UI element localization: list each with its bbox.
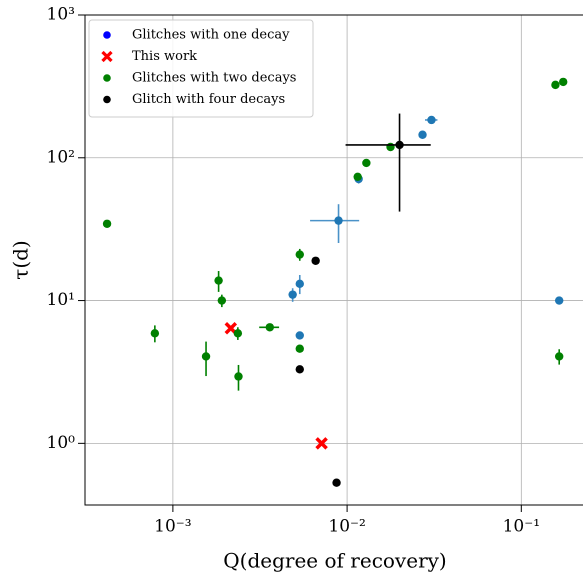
legend-entry: Glitch with four decays	[103, 92, 285, 107]
point	[265, 323, 274, 332]
legend-label: Glitch with four decays	[132, 92, 285, 107]
point	[201, 352, 211, 361]
point	[559, 77, 568, 87]
legend-label: This work	[132, 49, 197, 64]
point	[353, 172, 362, 181]
point	[295, 279, 304, 289]
y-tick-label: 10¹	[47, 290, 75, 310]
point	[288, 290, 297, 299]
point	[551, 80, 560, 90]
point	[332, 478, 341, 487]
point	[234, 372, 243, 381]
legend-entry: This work	[101, 49, 197, 64]
y-axis-label: τ(d)	[9, 240, 33, 279]
point	[295, 365, 304, 374]
point	[102, 219, 112, 228]
legend-box	[88, 19, 314, 118]
legend-marker	[103, 31, 111, 39]
legend-label: Glitches with one decay	[132, 28, 290, 43]
point	[362, 158, 371, 168]
point	[295, 331, 304, 340]
point	[418, 130, 427, 139]
x-axis-label: Q(degree of recovery)	[223, 549, 446, 573]
point	[554, 352, 564, 361]
point	[395, 140, 404, 150]
x-tick-label: 10⁻³	[154, 517, 191, 537]
point	[554, 296, 564, 305]
point	[295, 250, 304, 259]
point	[295, 344, 304, 353]
point	[311, 256, 320, 265]
legend-marker	[103, 74, 111, 82]
plot-frame	[84, 14, 583, 506]
point	[217, 296, 227, 305]
y-tick-label: 10²	[47, 147, 75, 167]
x-tick-label: 10⁻¹	[503, 517, 540, 537]
point	[386, 142, 395, 152]
x-tick-label: 10⁻²	[328, 517, 365, 537]
legend-entry: Glitches with one decay	[103, 28, 290, 43]
y-tick-label: 10⁰	[47, 433, 76, 453]
point	[233, 329, 243, 338]
point	[214, 276, 223, 285]
legend-entry: Glitches with two decays	[103, 71, 296, 86]
point	[334, 216, 343, 225]
point	[427, 115, 436, 125]
y-tick-label: 10³	[47, 5, 75, 25]
legend-marker	[103, 95, 111, 104]
point	[150, 329, 160, 338]
legend-marker	[101, 50, 113, 63]
point	[315, 437, 328, 450]
legend-label: Glitches with two decays	[132, 71, 296, 86]
